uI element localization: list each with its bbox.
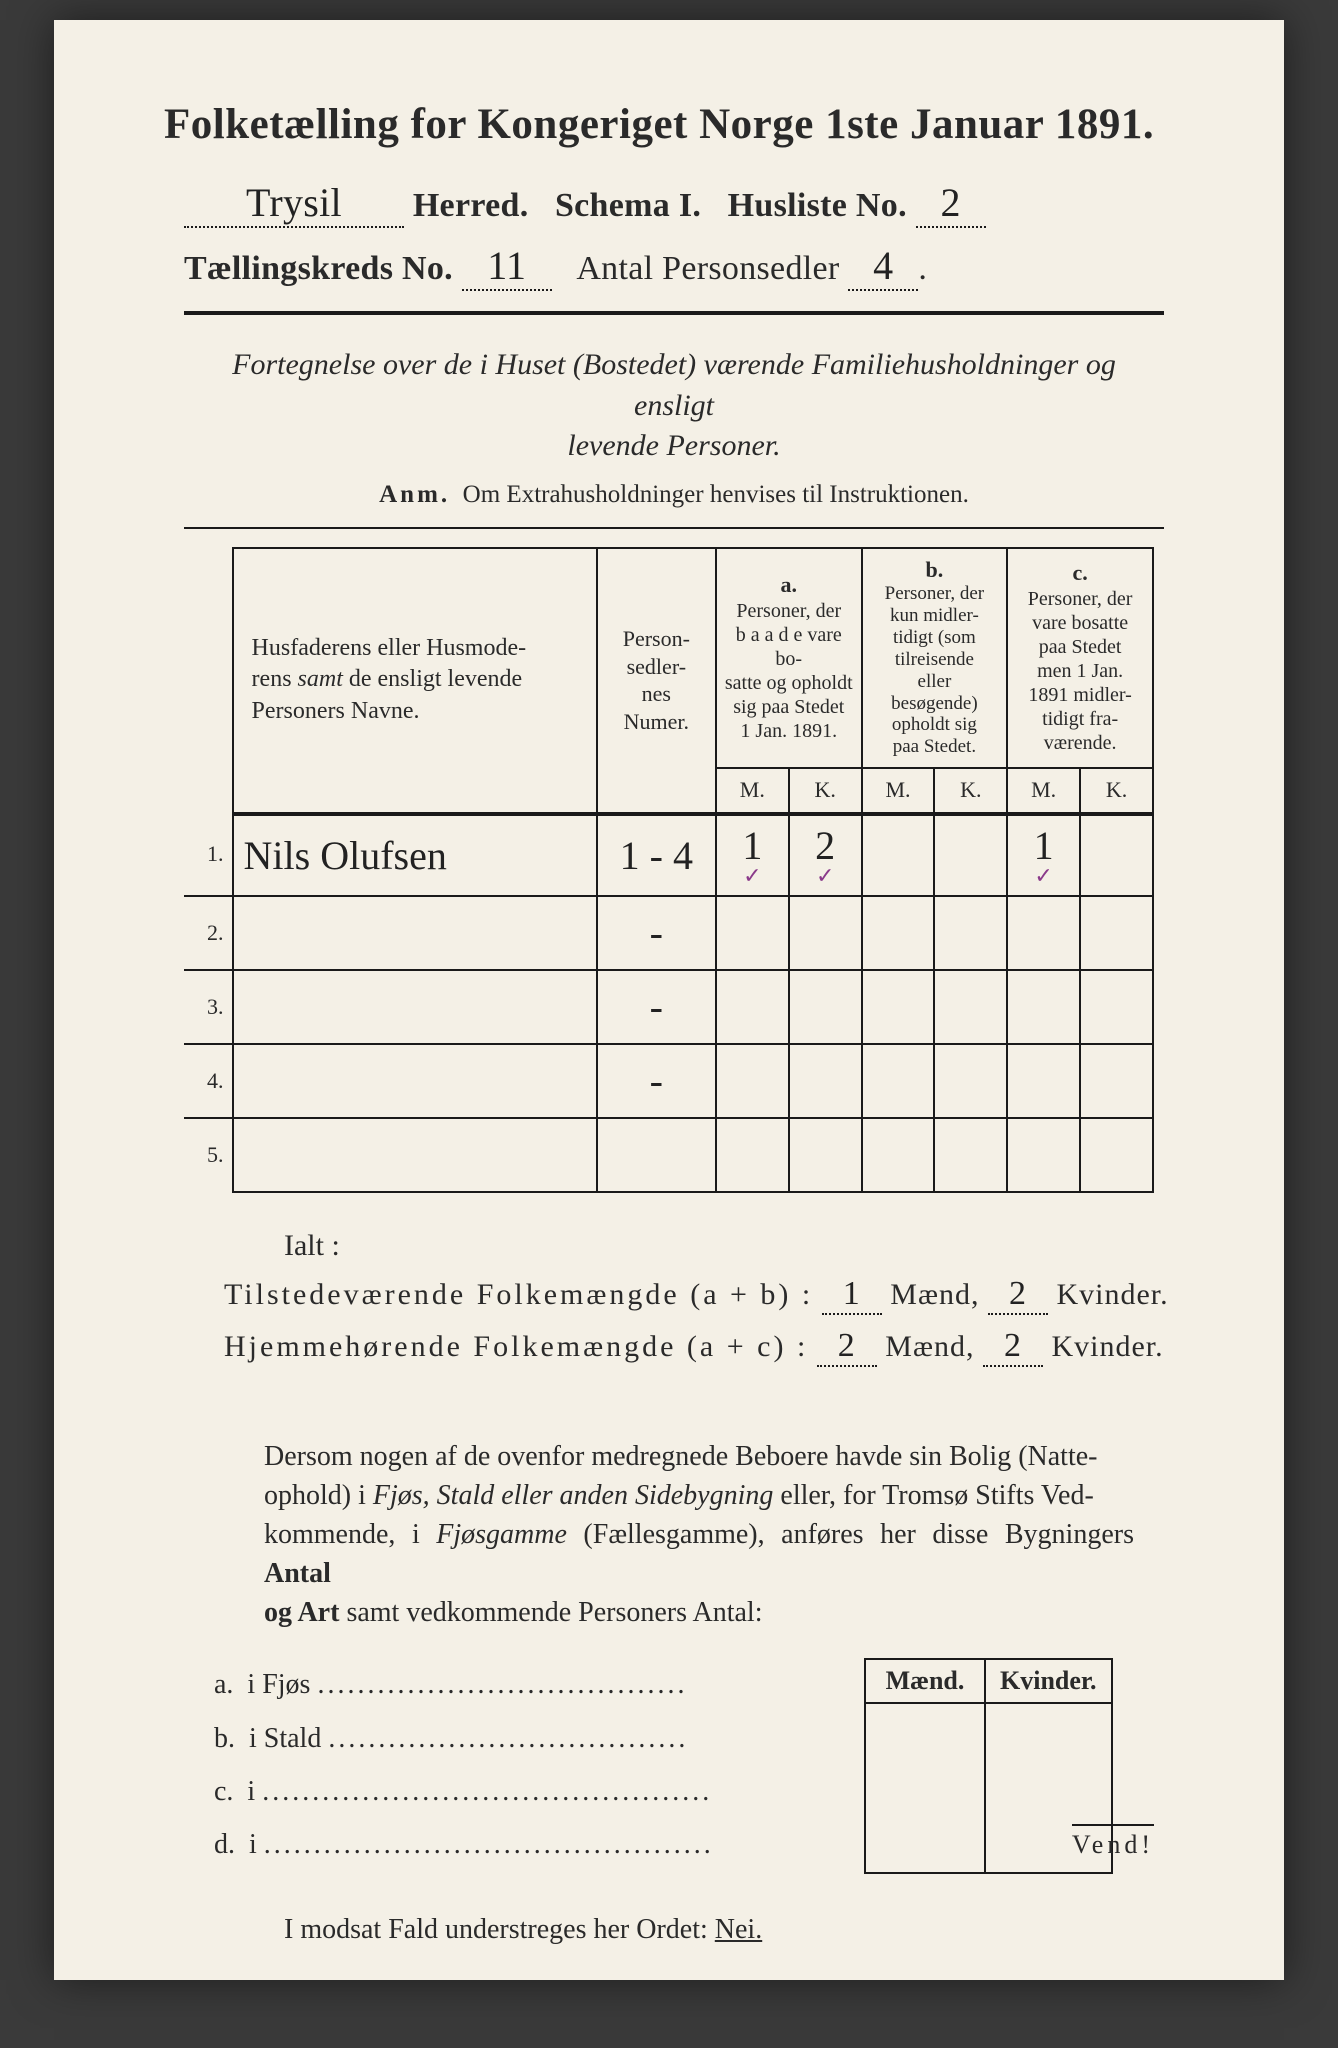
page-title: Folketælling for Kongeriget Norge 1ste J…	[164, 100, 1194, 149]
tilstedevaerende-line: Tilstedeværende Folkemængde (a + b) : 1 …	[224, 1275, 1194, 1315]
antal-label: Antal Personsedler	[576, 250, 839, 287]
sidebyg-k-header: Kvinder.	[985, 1659, 1112, 1703]
hjemmehorende-line: Hjemmehørende Folkemængde (a + c) : 2 Mæ…	[224, 1327, 1194, 1367]
sidebyg-row: d. i ...................................…	[214, 1818, 854, 1871]
herred-value: Trysil	[184, 179, 404, 228]
header-line-2: Trysil Herred. Schema I. Husliste No. 2	[184, 179, 1194, 228]
sidebyg-m-header: Mænd.	[865, 1659, 985, 1703]
census-form-page: Folketælling for Kongeriget Norge 1ste J…	[54, 20, 1284, 1980]
nei-line: I modsat Fald understreges her Ordet: Ne…	[284, 1914, 1194, 1946]
col-b-header: b. Personer, derkun midler-tidigt (somti…	[862, 548, 1008, 768]
sidebyg-list: a. i Fjøs ..............................…	[214, 1658, 854, 1871]
tilst-k: 2	[988, 1275, 1048, 1315]
header-line-3: Tællingskreds No. 11 Antal Personsedler …	[184, 242, 1194, 291]
col-personsedler-header: Person-sedler-nesNumer.	[597, 548, 716, 814]
schema-label: Schema I.	[555, 187, 701, 224]
sidebyg-row: b. i Stald .............................…	[214, 1712, 854, 1765]
herred-label: Herred.	[413, 187, 529, 224]
nei-word: Nei.	[715, 1914, 762, 1945]
tilst-m: 1	[822, 1275, 882, 1315]
col-c-header: c. Personer, dervare bosattepaa Stedetme…	[1007, 548, 1153, 768]
kreds-value: 11	[462, 242, 552, 291]
sidebyg-row: a. i Fjøs ..............................…	[214, 1658, 854, 1711]
col-name-header: Husfaderens eller Husmode-rens samt de e…	[233, 548, 597, 814]
form-description: Fortegnelse over de i Huset (Bostedet) v…	[204, 345, 1144, 467]
divider	[184, 527, 1164, 529]
totals-label: Ialt :	[284, 1229, 1194, 1263]
divider	[184, 311, 1164, 315]
col-a-header: a. Personer, derb a a d e vare bo-satte …	[716, 548, 862, 768]
hjem-m: 2	[817, 1327, 877, 1367]
household-table: Husfaderens eller Husmode-rens samt de e…	[184, 547, 1154, 1193]
vend-label: Vend!	[1072, 1824, 1154, 1860]
sidebyg-paragraph: Dersom nogen af de ovenfor medregnede Be…	[264, 1437, 1134, 1633]
form-note: Anm. Om Extrahusholdninger henvises til …	[154, 481, 1194, 509]
sidebyg-row: c. i ...................................…	[214, 1765, 854, 1818]
husliste-label: Husliste No.	[728, 187, 907, 224]
antal-value: 4	[848, 242, 918, 291]
table-row: 5.	[184, 1118, 1153, 1192]
husliste-value: 2	[916, 179, 986, 228]
sidebyg-section: a. i Fjøs ..............................…	[214, 1658, 1194, 1874]
kreds-label: Tællingskreds No.	[184, 250, 453, 287]
hjem-k: 2	[983, 1327, 1043, 1367]
table-row: 4.-	[184, 1044, 1153, 1118]
table-row: 1.Nils Olufsen1 - 41✓2✓1✓	[184, 814, 1153, 896]
table-row: 3.-	[184, 970, 1153, 1044]
table-row: 2.-	[184, 896, 1153, 970]
